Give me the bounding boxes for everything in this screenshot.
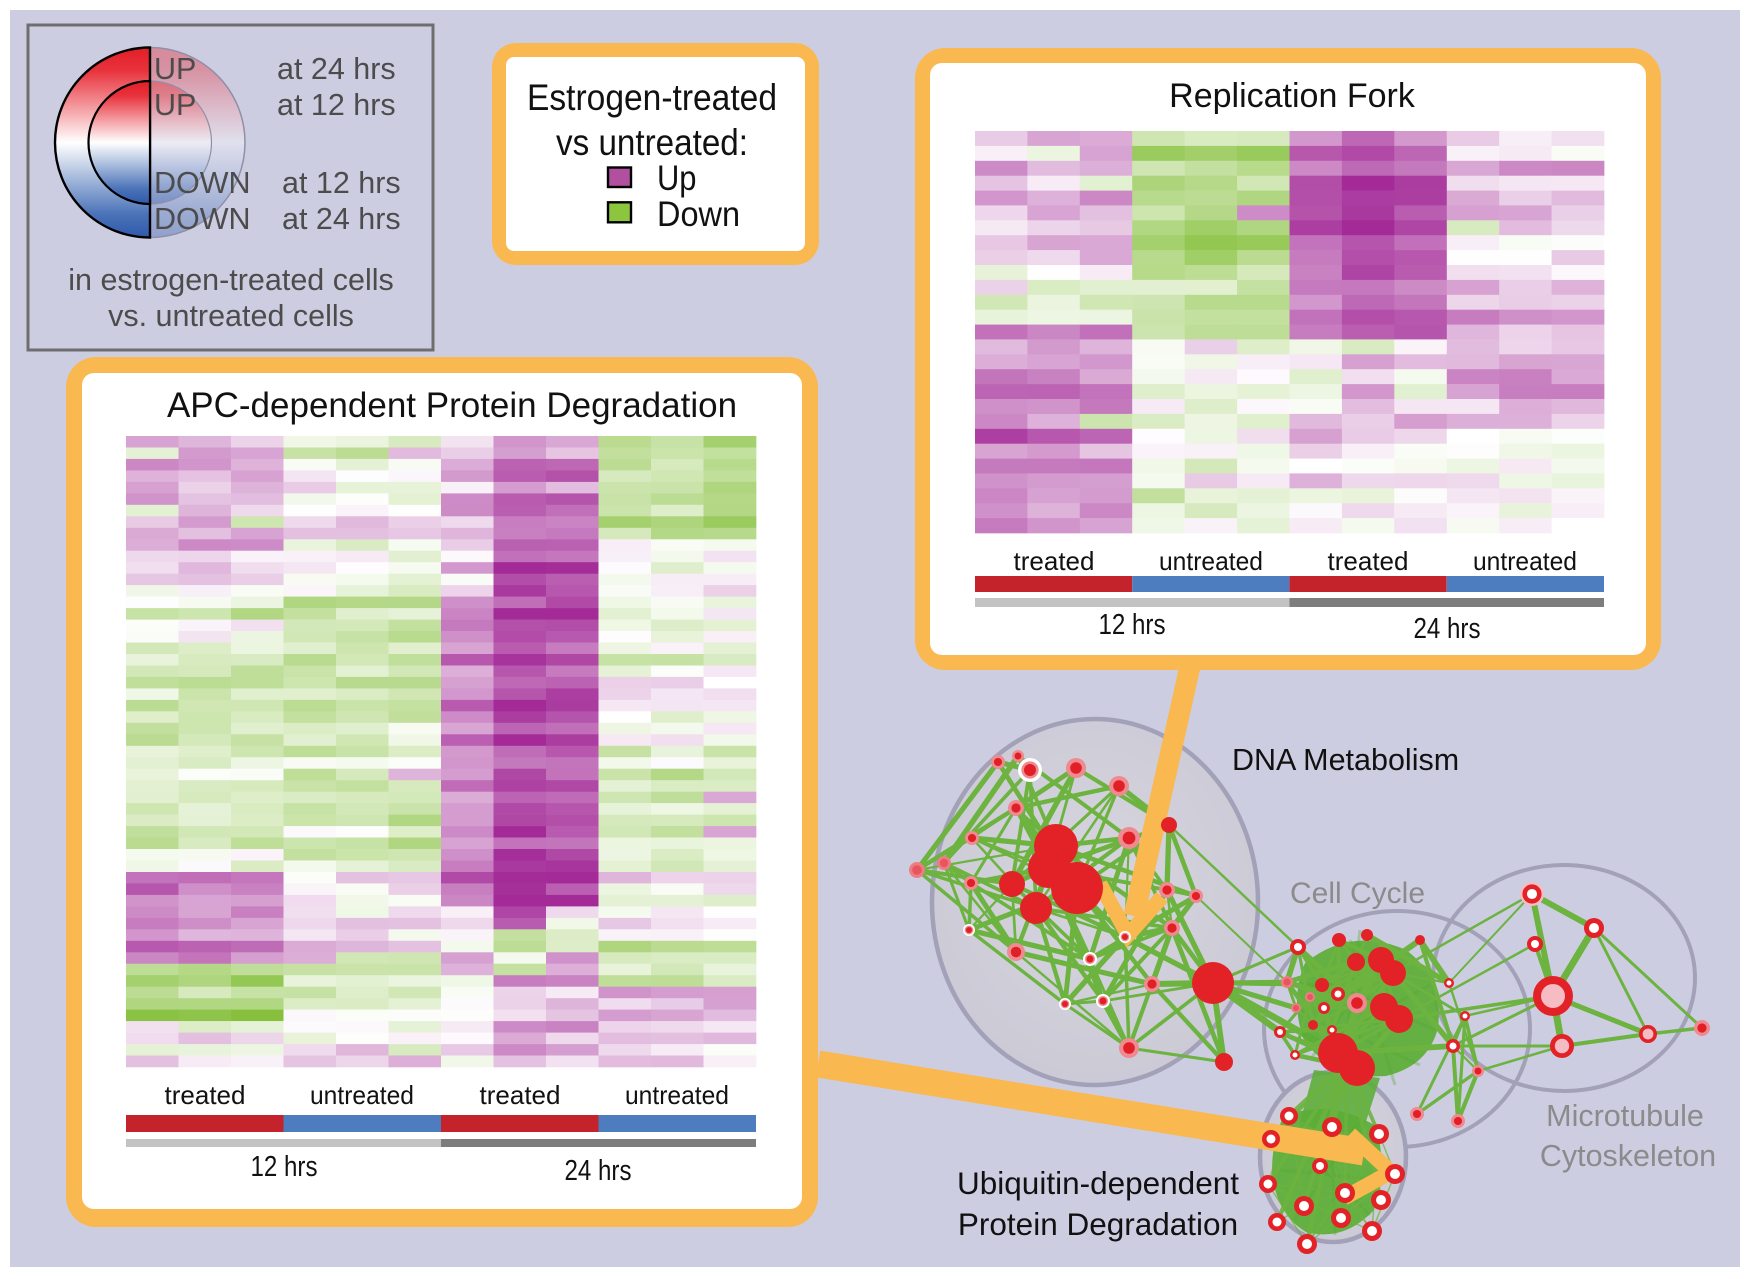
svg-text:untreated: untreated [1473,546,1577,576]
svg-text:treated: treated [165,1080,246,1110]
svg-text:untreated: untreated [1159,546,1263,576]
svg-text:in estrogen-treated cells: in estrogen-treated cells [68,263,394,297]
svg-text:DOWN: DOWN [154,166,251,200]
svg-text:UP: UP [154,88,196,122]
svg-text:DNA Metabolism: DNA Metabolism [1232,743,1459,777]
svg-text:Ubiquitin-dependent: Ubiquitin-dependent [957,1165,1239,1201]
svg-text:treated: treated [480,1080,561,1110]
svg-text:24 hrs: 24 hrs [1414,613,1481,645]
svg-text:Estrogen-treated: Estrogen-treated [527,77,777,118]
svg-text:12 hrs: 12 hrs [1099,609,1166,641]
svg-text:24 hrs: 24 hrs [565,1155,632,1187]
svg-text:treated: treated [1014,546,1095,576]
svg-text:vs untreated:: vs untreated: [556,122,748,163]
svg-text:Protein Degradation: Protein Degradation [958,1206,1238,1242]
svg-text:UP: UP [154,52,196,86]
svg-text:DOWN: DOWN [154,202,251,236]
svg-text:Down: Down [657,195,740,234]
svg-text:Microtubule: Microtubule [1546,1099,1704,1133]
svg-text:untreated: untreated [625,1080,729,1110]
svg-text:at 12 hrs: at 12 hrs [282,166,401,200]
svg-text:Cytoskeleton: Cytoskeleton [1540,1139,1716,1173]
svg-text:treated: treated [1328,546,1409,576]
svg-text:Cell Cycle: Cell Cycle [1290,877,1425,910]
svg-text:vs. untreated cells: vs. untreated cells [108,299,354,333]
svg-text:untreated: untreated [310,1080,414,1110]
svg-text:Up: Up [657,159,697,198]
svg-text:12 hrs: 12 hrs [251,1151,318,1183]
svg-text:Replication Fork: Replication Fork [1169,77,1416,115]
svg-text:at 24 hrs: at 24 hrs [282,202,401,236]
svg-text:at 12 hrs: at 12 hrs [277,88,396,122]
svg-text:APC-dependent Protein Degradat: APC-dependent Protein Degradation [167,386,737,425]
svg-text:at 24 hrs: at 24 hrs [277,52,396,86]
